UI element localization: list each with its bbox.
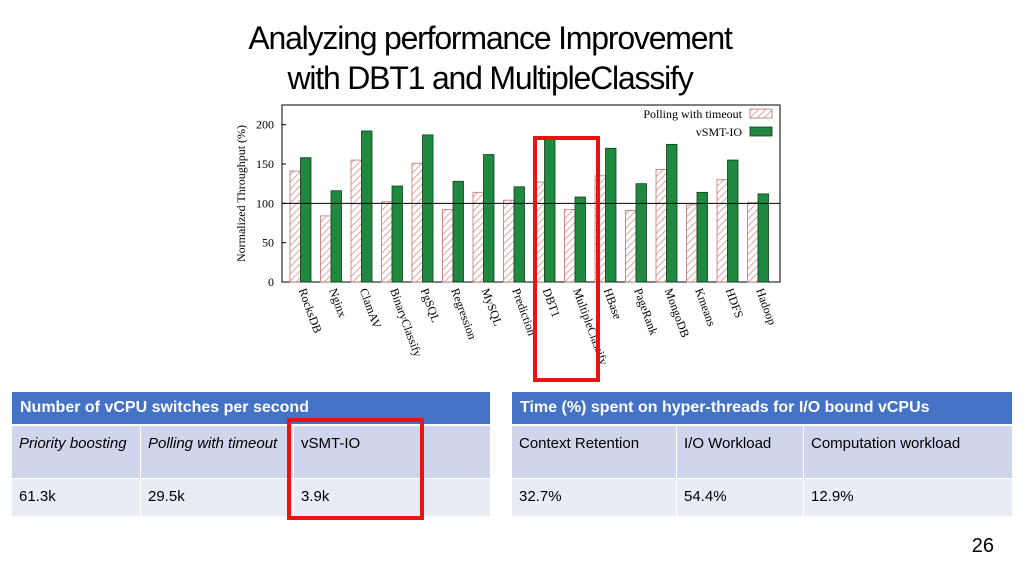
x-tick-label: HBase <box>601 286 625 321</box>
y-tick-label: 0 <box>268 275 274 289</box>
y-tick-label: 100 <box>256 196 274 210</box>
bar-vsmt-io-MySQL <box>483 154 495 283</box>
x-tick-label: Kmeans <box>692 286 719 328</box>
bar-polling-HDFS <box>716 179 728 283</box>
x-tick-label: HDFS <box>723 286 747 320</box>
x-tick-label: Regression <box>448 286 479 341</box>
y-axis-label: Normalized Throughput (%) <box>234 125 248 262</box>
x-tick-label: MongoDB <box>662 286 693 339</box>
bar-polling-PgSQL <box>411 162 423 283</box>
bar-polling-BinaryClassify <box>381 201 393 283</box>
table1-col-priority-boosting: Priority boosting <box>12 425 141 479</box>
legend-label-polling: Polling with timeout <box>643 107 742 121</box>
table2-col-computation-workload: Computation workload <box>803 425 1012 479</box>
bar-vsmt-io-Prediction <box>513 186 525 283</box>
bar-polling-MongoDB <box>655 169 667 283</box>
bar-polling-PageRank <box>625 210 637 283</box>
y-tick-label: 50 <box>262 236 274 250</box>
bar-vsmt-io-Kmeans <box>696 191 708 283</box>
title-line-2: with DBT1 and MultipleClassify <box>287 60 693 96</box>
y-tick-label: 150 <box>256 157 274 171</box>
table2-val-context-retention: 32.7% <box>512 478 677 517</box>
bar-polling-ClamAV <box>350 159 362 283</box>
table2-val-io-workload: 54.4% <box>676 478 804 517</box>
bar-vsmt-io-HDFS <box>727 159 739 283</box>
highlight-vsmt-io-box <box>287 418 424 520</box>
slide-title: Analyzing performance Improvement with D… <box>200 18 780 98</box>
bar-polling-Regression <box>442 209 454 283</box>
page-number: 26 <box>971 535 994 557</box>
bar-vsmt-io-PageRank <box>635 183 647 283</box>
bar-polling-Kmeans <box>686 204 698 283</box>
x-tick-label: Nginx <box>326 286 349 319</box>
bar-vsmt-io-Regression <box>452 180 464 283</box>
table1-val-vsmt-io: 3.9k <box>293 478 490 517</box>
x-tick-label: BinaryClassify <box>387 286 425 358</box>
bar-vsmt-io-HBase <box>605 147 617 283</box>
table2-val-computation-workload: 12.9% <box>803 478 1012 517</box>
y-tick-label: 200 <box>256 118 274 132</box>
bar-polling-Prediction <box>503 199 515 283</box>
x-tick-label: RocksDB <box>296 286 325 335</box>
title-line-1: Analyzing performance Improvement <box>248 20 733 56</box>
table2-col-io-workload: I/O Workload <box>676 425 804 479</box>
bar-polling-RocksDB <box>289 170 301 283</box>
throughput-bar-chart: 0 50 100 150 200 Normalized Throughput (%) Roc… <box>234 104 781 367</box>
table2-header: Time (%) spent on hyper-threads for I/O … <box>512 392 1012 426</box>
bar-polling-Nginx <box>320 215 332 283</box>
bar-polling-MySQL <box>472 191 484 283</box>
bar-vsmt-io-MongoDB <box>666 143 678 283</box>
table1-col-vsmt-io: vSMT-IO <box>293 425 490 479</box>
bar-vsmt-io-ClamAV <box>361 130 373 283</box>
bar-vsmt-io-BinaryClassify <box>391 185 403 283</box>
bar-vsmt-io-PgSQL <box>422 134 434 283</box>
x-tick-label: MySQL <box>479 286 506 328</box>
legend-label-vsmt-io: vSMT-IO <box>696 125 743 139</box>
bar-vsmt-io-Hadoop <box>757 193 769 283</box>
table1-val-priority-boosting: 61.3k <box>12 478 141 517</box>
x-tick-label: PageRank <box>631 286 661 337</box>
bar-vsmt-io-Nginx <box>330 190 342 283</box>
bar-vsmt-io-MultipleClassify <box>574 196 586 283</box>
legend-swatch-polling <box>749 108 773 119</box>
legend-swatch-vsmt-io <box>749 126 773 137</box>
plot-frame <box>281 104 781 283</box>
x-tick-label: PgSQL <box>418 286 443 324</box>
hyperthread-time-table: Time (%) spent on hyper-threads for I/O … <box>512 392 1012 517</box>
bar-polling-Hadoop <box>747 202 759 283</box>
highlight-dbt1-box <box>533 136 600 382</box>
x-tick-label: Hadoop <box>753 286 779 326</box>
x-tick-label: ClamAV <box>357 286 385 330</box>
bar-vsmt-io-RocksDB <box>300 157 312 283</box>
table1-val-polling-with-timeout: 29.5k <box>140 478 294 517</box>
table2-col-context-retention: Context Retention <box>512 425 677 479</box>
table1-col-polling-with-timeout: Polling with timeout <box>140 425 294 479</box>
